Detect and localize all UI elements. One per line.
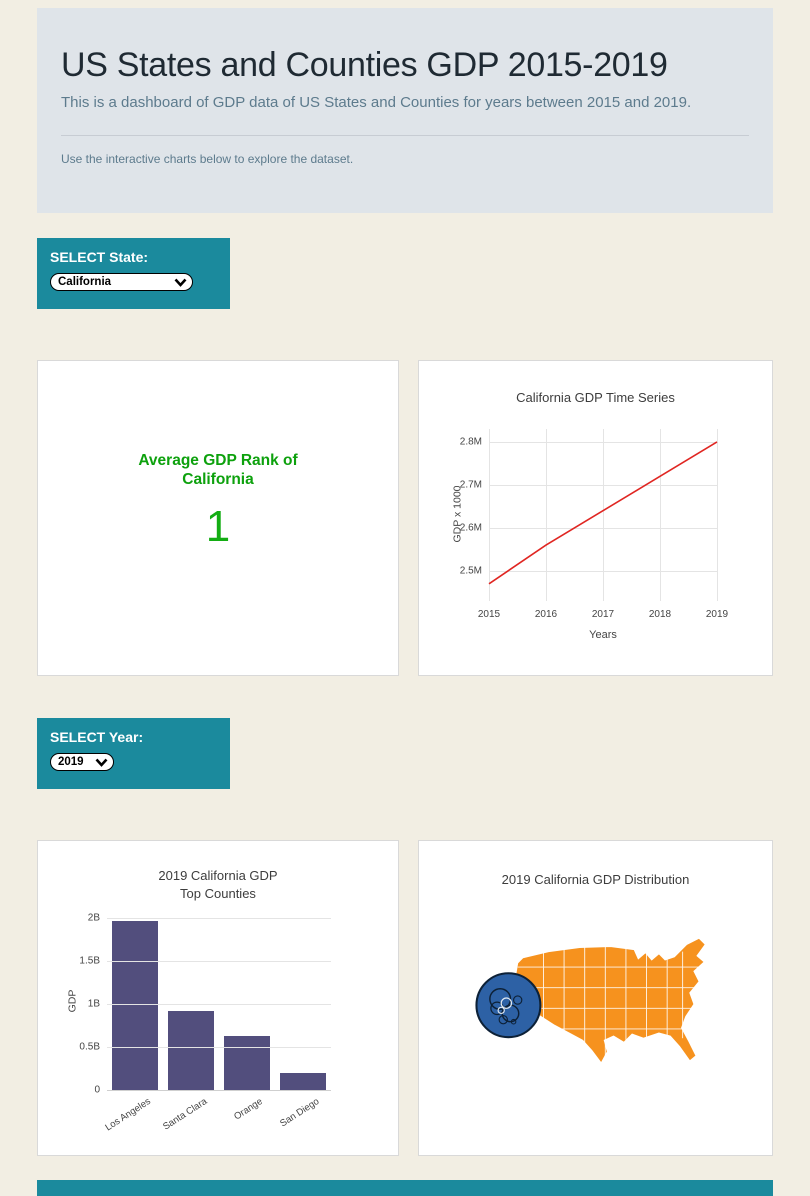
v-gridline	[717, 429, 718, 601]
h-gridline	[107, 1047, 331, 1049]
x-tick-label: 2016	[534, 609, 558, 620]
footer-bar	[37, 1180, 773, 1196]
y-tick-label: 1B	[87, 998, 100, 1010]
x-tick-label: Los Angeles	[103, 1096, 153, 1134]
bar-y-axis-label: GDP	[66, 989, 79, 1012]
y-tick-label: 2.8M	[459, 436, 482, 448]
bar-chart-title-line2: Top Counties	[180, 885, 256, 901]
line-chart-title: California GDP Time Series	[516, 390, 675, 405]
x-tick-label: 2018	[648, 609, 672, 620]
map-title: 2019 California GDP Distribution	[501, 872, 690, 887]
bubble-inner	[498, 1014, 508, 1025]
h-gridline	[489, 570, 717, 572]
v-gridline	[489, 429, 490, 601]
rank-card: Average GDP Rank of California 1	[37, 360, 399, 676]
bubble-inner	[510, 1018, 517, 1025]
bar	[280, 1072, 326, 1090]
state-selector-label: SELECT State:	[50, 249, 149, 265]
rank-title-line1: Average GDP Rank of	[138, 452, 298, 469]
header: US States and Counties GDP 2015-2019 Thi…	[37, 8, 773, 213]
y-tick-label: 0.5B	[79, 1041, 100, 1053]
v-gridline	[660, 429, 661, 601]
y-tick-label: 2.5M	[459, 565, 482, 577]
bar-chart-title-line1: 2019 California GDP	[158, 868, 278, 883]
county-bubble-cluster	[475, 972, 542, 1039]
state-select[interactable]: California	[50, 273, 193, 291]
x-tick-label: 2019	[705, 609, 729, 620]
rank-title: Average GDP Rank of California	[38, 451, 398, 490]
x-tick-label: 2017	[591, 609, 615, 620]
y-tick-label: 0	[94, 1084, 100, 1096]
y-tick-label: 2B	[87, 912, 100, 924]
state-select-value: California	[58, 276, 112, 288]
rank-value: 1	[205, 501, 231, 551]
h-gridline	[489, 441, 717, 443]
year-selector-label: SELECT Year:	[50, 729, 144, 745]
h-gridline	[107, 918, 331, 920]
v-gridline	[603, 429, 604, 601]
bar	[168, 1010, 214, 1090]
year-selector-panel: SELECT Year: 2019	[37, 718, 230, 789]
chevron-down-icon	[95, 758, 108, 767]
h-gridline	[107, 1090, 331, 1091]
bar-chart-card: 2019 California GDP Top Counties GDP 0 0.…	[37, 840, 399, 1156]
rank-title-line2: California	[182, 471, 254, 489]
y-tick-label: 1.5B	[79, 955, 100, 967]
h-gridline	[489, 484, 717, 486]
x-tick-label: Santa Clara	[160, 1096, 209, 1133]
bar	[224, 1035, 270, 1090]
us-map-shape	[515, 937, 706, 1064]
x-tick-label: 2015	[477, 609, 501, 620]
h-gridline	[489, 527, 717, 529]
chevron-down-icon	[174, 278, 187, 287]
header-divider	[61, 135, 749, 136]
bar-chart-title: 2019 California GDP Top Counties	[38, 867, 398, 902]
line-y-axis-label: GDP x 1000	[451, 485, 464, 543]
page-subtitle: This is a dashboard of GDP data of US St…	[61, 94, 692, 111]
page-title: US States and Counties GDP 2015-2019	[61, 46, 668, 84]
line-chart-plot[interactable]: GDP x 1000 Years 2.5M 2.6M 2.7M 2.8M 2015 201…	[452, 429, 728, 641]
line-chart-card: California GDP Time Series GDP x 1000 Ye…	[418, 360, 773, 676]
h-gridline	[107, 961, 331, 963]
y-tick-label: 2.7M	[459, 479, 482, 491]
bar	[112, 920, 158, 1090]
bubble-inner	[513, 995, 523, 1005]
usage-hint: Use the interactive charts below to expl…	[61, 152, 354, 166]
y-tick-label: 2.6M	[459, 522, 482, 534]
h-gridline	[107, 1004, 331, 1006]
bubble-inner	[497, 1006, 505, 1015]
year-select[interactable]: 2019	[50, 753, 114, 771]
bubble-inner	[489, 988, 512, 1011]
year-select-value: 2019	[58, 756, 84, 768]
v-gridline	[546, 429, 547, 601]
bubble-inner	[500, 997, 513, 1009]
us-map[interactable]	[471, 931, 719, 1065]
line-x-axis-label: Years	[589, 629, 617, 641]
x-tick-label: Orange	[232, 1096, 265, 1123]
state-selector-panel: SELECT State: California	[37, 238, 230, 309]
gdp-line-series	[488, 441, 718, 585]
bar-chart-plot[interactable]: GDP 0 0.5B 1B 1.5B 2B Los Angeles Santa Clara O…	[66, 913, 331, 1133]
x-tick-label: San Diego	[277, 1096, 321, 1130]
map-card: 2019 California GDP Distribution	[418, 840, 773, 1156]
